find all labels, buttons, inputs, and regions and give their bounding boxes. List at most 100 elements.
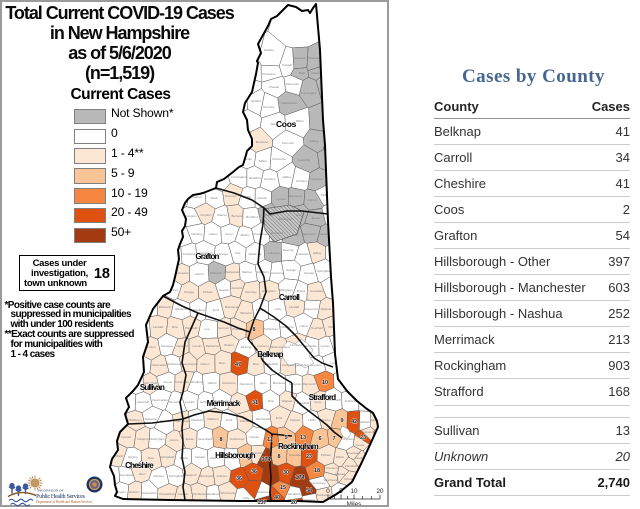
svg-text:Surry: Surry	[225, 232, 233, 236]
svg-text:36: 36	[251, 469, 257, 475]
svg-text:Barnstead: Barnstead	[278, 217, 292, 221]
svg-text:Lisbon: Lisbon	[209, 232, 218, 236]
svg-text:Cornish: Cornish	[282, 63, 293, 67]
svg-text:Grafton: Grafton	[264, 213, 274, 217]
svg-text:Springfield: Springfield	[160, 455, 175, 459]
svg-text:Wentworth: Wentworth	[256, 417, 271, 421]
svg-text:Rumney: Rumney	[225, 194, 237, 198]
svg-text:Wentworth: Wentworth	[327, 398, 342, 402]
svg-text:10: 10	[322, 380, 328, 386]
svg-text:Jaffrey: Jaffrey	[310, 139, 319, 143]
svg-text:8: 8	[277, 454, 280, 460]
svg-text:Dalton: Dalton	[180, 456, 189, 460]
svg-text:Newport: Newport	[176, 344, 187, 348]
svg-text:Northwood: Northwood	[167, 362, 182, 366]
svg-text:Plainfield: Plainfield	[240, 419, 253, 423]
svg-text:Walpole: Walpole	[321, 307, 332, 311]
svg-text:Enfield: Enfield	[251, 99, 261, 103]
svg-text:Belknap: Belknap	[257, 350, 283, 359]
svg-text:137: 137	[257, 500, 266, 505]
svg-text:Franconia: Franconia	[270, 271, 284, 275]
svg-text:Fremont: Fremont	[257, 344, 268, 348]
svg-text:10: 10	[350, 488, 358, 495]
svg-text:Jaffrey: Jaffrey	[283, 175, 292, 179]
svg-text:Durham: Durham	[217, 474, 228, 478]
svg-text:Stark: Stark	[270, 122, 278, 126]
svg-text:Winchester: Winchester	[323, 478, 338, 482]
svg-text:Campton: Campton	[311, 177, 324, 181]
svg-text:Franconia: Franconia	[272, 157, 286, 161]
svg-text:Hollis: Hollis	[308, 418, 316, 422]
svg-text:Durham: Durham	[345, 399, 356, 403]
svg-text:Hancock: Hancock	[294, 56, 306, 60]
svg-text:Errol: Errol	[226, 418, 233, 422]
svg-text:8: 8	[252, 327, 255, 333]
svg-text:13: 13	[300, 435, 306, 441]
svg-text:Newmarket: Newmarket	[152, 398, 167, 402]
svg-text:Surry: Surry	[295, 213, 303, 217]
svg-text:Peterboro: Peterboro	[262, 72, 276, 76]
svg-text:Northwood: Northwood	[317, 493, 332, 497]
svg-text:Hampton: Hampton	[145, 417, 158, 421]
svg-text:18: 18	[314, 468, 320, 474]
svg-text:Deering: Deering	[241, 345, 252, 349]
svg-text:Errol: Errol	[276, 416, 283, 420]
svg-text:Cornish: Cornish	[121, 435, 132, 439]
svg-text:Gilford: Gilford	[208, 381, 217, 385]
svg-text:Belmont: Belmont	[231, 214, 242, 218]
svg-text:Newport: Newport	[185, 473, 196, 477]
svg-text:Cheshire: Cheshire	[125, 461, 154, 470]
svg-text:Warner: Warner	[217, 213, 227, 217]
svg-text:Errol: Errol	[213, 308, 220, 312]
svg-text:Windham: Windham	[191, 380, 204, 384]
svg-text:Alton: Alton	[260, 381, 267, 385]
svg-text:Albany: Albany	[240, 233, 250, 237]
svg-text:Bow: Bow	[172, 325, 179, 329]
svg-text:Lyman: Lyman	[321, 344, 330, 348]
svg-text:Merrimac: Merrimac	[273, 381, 286, 385]
svg-text:23: 23	[360, 435, 366, 441]
svg-text:Unity: Unity	[275, 307, 282, 311]
svg-text:Cornish: Cornish	[257, 196, 268, 200]
svg-text:Keene: Keene	[356, 443, 365, 447]
svg-text:23: 23	[306, 454, 312, 460]
svg-text:36: 36	[236, 476, 242, 482]
svg-text:Farmington: Farmington	[301, 91, 317, 95]
svg-text:Keene: Keene	[164, 380, 173, 384]
svg-text:8: 8	[243, 454, 246, 460]
svg-text:Roxbury: Roxbury	[193, 308, 205, 312]
svg-text:Greenfield: Greenfield	[119, 473, 133, 477]
svg-text:Alton: Alton	[292, 233, 299, 237]
svg-text:Greenland: Greenland	[346, 451, 360, 455]
svg-text:5: 5	[284, 435, 287, 441]
svg-text:Farmington: Farmington	[231, 175, 247, 179]
svg-text:Loudon: Loudon	[185, 400, 195, 404]
svg-text:Danbury: Danbury	[191, 232, 203, 236]
svg-text:Orange: Orange	[286, 268, 296, 272]
svg-text:Department of Health and Human: Department of Health and Human Services	[36, 500, 93, 504]
svg-text:Sandwich: Sandwich	[287, 492, 300, 496]
svg-text:Grafton: Grafton	[195, 252, 219, 261]
svg-text:Sullivan: Sullivan	[140, 383, 165, 392]
svg-text:Canaan: Canaan	[195, 455, 206, 459]
svg-text:Enfield: Enfield	[200, 400, 210, 404]
svg-text:Haverhill: Haverhill	[137, 400, 149, 404]
svg-text:Exeter: Exeter	[312, 216, 321, 220]
svg-text:Landaff: Landaff	[153, 325, 163, 329]
svg-text:Piermont: Piermont	[282, 141, 294, 145]
svg-text:Warner: Warner	[192, 195, 202, 199]
svg-text:Wilton: Wilton	[336, 455, 345, 459]
svg-text:Merrimac: Merrimac	[271, 231, 284, 235]
svg-text:Litchfield: Litchfield	[290, 343, 302, 347]
svg-text:Raymond: Raymond	[303, 382, 316, 386]
svg-text:Merrimack: Merrimack	[207, 399, 241, 408]
svg-text:Pelham: Pelham	[321, 453, 332, 457]
svg-text:Washington: Washington	[110, 490, 126, 494]
svg-text:Belmont: Belmont	[240, 311, 251, 315]
svg-text:Northwood: Northwood	[230, 437, 245, 441]
svg-text:Chester: Chester	[249, 435, 260, 439]
svg-text:Springfield: Springfield	[143, 381, 158, 385]
svg-text:Plaistow: Plaistow	[308, 56, 320, 60]
svg-text:Raymond: Raymond	[240, 382, 253, 386]
svg-text:Unity: Unity	[243, 496, 250, 500]
